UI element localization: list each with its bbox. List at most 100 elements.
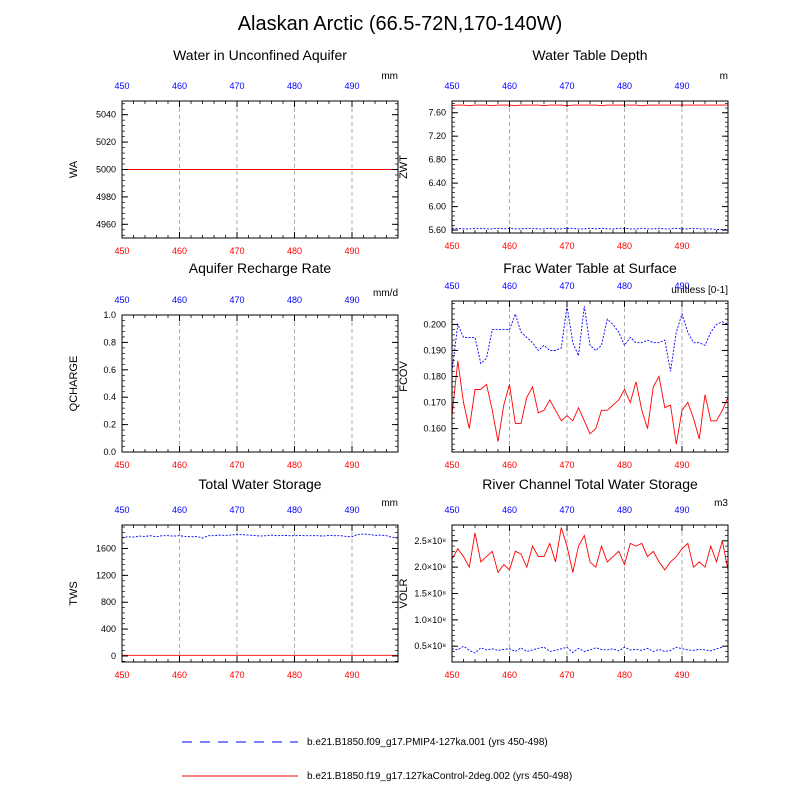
- series-line-b: [451, 104, 728, 107]
- x-tick-label-bottom: 460: [172, 460, 187, 470]
- series-line-a: [121, 533, 399, 539]
- plot-frame: [121, 314, 399, 453]
- panel-1: Water Table Depth m ZWT 450 450 460 460 470 470 4…: [398, 47, 729, 251]
- x-tick-label-top: 460: [172, 81, 187, 91]
- series-line-b: [451, 527, 729, 574]
- x-tick-label-top: 470: [559, 505, 574, 515]
- x-tick-label-top: 450: [444, 281, 459, 291]
- series-line-a: [451, 227, 728, 230]
- y-axis-label: TWS: [68, 581, 80, 605]
- y-tick-label: 7.20: [428, 131, 446, 141]
- x-tick-label-bottom: 490: [344, 460, 359, 470]
- panel-title: Frac Water Table at Surface: [503, 260, 677, 276]
- x-tick-label-bottom: 480: [617, 670, 632, 680]
- x-tick-label-bottom: 480: [617, 241, 632, 251]
- panel-3: Frac Water Table at Surface unitless [0-1…: [398, 260, 729, 470]
- x-tick-label-top: 450: [114, 81, 129, 91]
- y-axis-label: WA: [68, 160, 80, 178]
- y-tick-label: 400: [101, 624, 116, 634]
- x-tick-label-bottom: 450: [114, 246, 129, 256]
- panel-0: Water in Unconfined Aquifer mm WA 450 450 460…: [68, 47, 399, 256]
- legend: b.e21.B1850.f09_g17.PMIP4-127ka.001 (yrs…: [182, 737, 572, 782]
- x-tick-label-bottom: 470: [229, 460, 244, 470]
- panels: Water in Unconfined Aquifer mm WA 450 450 460…: [68, 47, 729, 680]
- x-tick-label-top: 460: [172, 505, 187, 515]
- x-tick-label-top: 470: [559, 81, 574, 91]
- panel-title: Water Table Depth: [532, 47, 647, 63]
- y-tick-label: 4980: [96, 192, 116, 202]
- x-tick-label-top: 490: [674, 81, 689, 91]
- legend-label-b: b.e21.B1850.f19_g17.127kaControl-2deg.00…: [307, 771, 572, 782]
- y-tick-label: 2.0×10⁸: [414, 562, 446, 572]
- x-tick-label-bottom: 450: [444, 241, 459, 251]
- x-tick-label-top: 450: [444, 81, 459, 91]
- x-tick-label-top: 480: [617, 281, 632, 291]
- x-tick-label-top: 460: [172, 295, 187, 305]
- x-tick-label-bottom: 490: [674, 670, 689, 680]
- y-tick-label: 7.60: [428, 108, 446, 118]
- y-tick-label: 0.2: [103, 420, 116, 430]
- series-line-a: [451, 306, 729, 372]
- y-tick-label: 6.80: [428, 155, 446, 165]
- panel-2: Aquifer Recharge Rate mm/d QCHARGE 450 450 46…: [68, 260, 399, 470]
- plot-frame: [451, 100, 729, 234]
- y-tick-label: 0.190: [423, 345, 446, 355]
- y-tick-label: 0: [111, 651, 116, 661]
- y-tick-label: 5.60: [428, 225, 446, 235]
- x-tick-label-bottom: 460: [502, 460, 517, 470]
- x-tick-label-top: 460: [502, 281, 517, 291]
- plot-frame: [121, 524, 399, 663]
- unit-label: m3: [714, 498, 728, 509]
- x-tick-label-top: 480: [287, 81, 302, 91]
- x-tick-label-bottom: 460: [502, 241, 517, 251]
- y-tick-label: 0.4: [103, 392, 116, 402]
- x-tick-label-bottom: 450: [444, 670, 459, 680]
- y-tick-label: 800: [101, 597, 116, 607]
- y-tick-label: 4960: [96, 219, 116, 229]
- x-tick-label-top: 480: [617, 505, 632, 515]
- plot-frame: [451, 300, 729, 453]
- figure-title: Alaskan Arctic (66.5-72N,170-140W): [238, 13, 563, 35]
- y-tick-label: 1200: [96, 570, 116, 580]
- y-tick-label: 1.0×10⁸: [414, 615, 446, 625]
- unit-label: mm/d: [373, 288, 398, 299]
- x-tick-label-bottom: 490: [674, 241, 689, 251]
- panel-title: River Channel Total Water Storage: [482, 476, 698, 492]
- x-tick-label-top: 480: [287, 505, 302, 515]
- x-tick-label-bottom: 490: [674, 460, 689, 470]
- y-tick-label: 1.5×10⁸: [414, 589, 446, 599]
- y-tick-label: 0.160: [423, 424, 446, 434]
- x-tick-label-top: 480: [617, 81, 632, 91]
- y-tick-label: 0.0: [103, 447, 116, 457]
- x-tick-label-bottom: 460: [172, 670, 187, 680]
- unit-label: mm: [381, 71, 398, 82]
- x-tick-label-bottom: 450: [444, 460, 459, 470]
- series-line-a: [451, 645, 723, 654]
- x-tick-label-top: 470: [229, 505, 244, 515]
- x-tick-label-top: 470: [229, 295, 244, 305]
- x-tick-label-top: 450: [444, 505, 459, 515]
- x-tick-label-bottom: 450: [114, 670, 129, 680]
- y-tick-label: 0.200: [423, 319, 446, 329]
- x-tick-label-bottom: 470: [229, 246, 244, 256]
- y-tick-label: 1.0: [103, 310, 116, 320]
- panel-title: Aquifer Recharge Rate: [189, 260, 332, 276]
- x-tick-label-bottom: 470: [559, 460, 574, 470]
- x-tick-label-bottom: 490: [344, 246, 359, 256]
- y-tick-label: 1600: [96, 544, 116, 554]
- legend-label-a: b.e21.B1850.f09_g17.PMIP4-127ka.001 (yrs…: [307, 737, 548, 748]
- unit-label: mm: [381, 498, 398, 509]
- x-tick-label-top: 480: [287, 295, 302, 305]
- x-tick-label-top: 450: [114, 505, 129, 515]
- y-axis-label: VOLR: [398, 578, 410, 608]
- x-tick-label-top: 450: [114, 295, 129, 305]
- x-tick-label-bottom: 480: [287, 246, 302, 256]
- y-tick-label: 0.6: [103, 365, 116, 375]
- x-tick-label-bottom: 450: [114, 460, 129, 470]
- x-tick-label-top: 460: [502, 505, 517, 515]
- unit-label: m: [720, 71, 728, 82]
- y-tick-label: 5040: [96, 110, 116, 120]
- y-axis-label: QCHARGE: [68, 356, 80, 412]
- y-tick-label: 6.00: [428, 202, 446, 212]
